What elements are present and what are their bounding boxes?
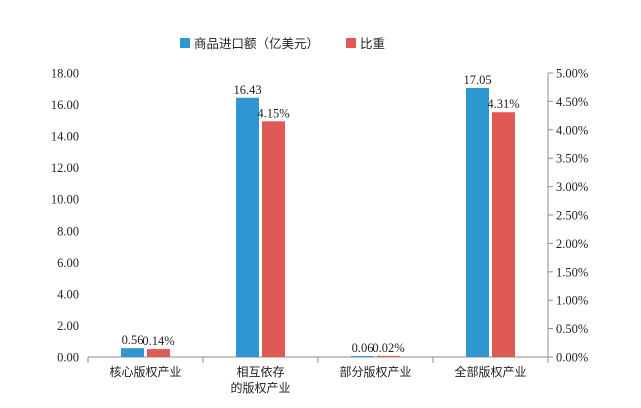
y-left-tick-label: 18.00	[51, 67, 79, 81]
bar-share	[262, 121, 285, 357]
data-label: 0.02%	[372, 341, 404, 355]
y-left-tick-label: 14.00	[51, 130, 79, 144]
legend-swatch	[346, 38, 356, 48]
y-right-tick-label: 2.50%	[556, 209, 588, 223]
y-left-tick-label: 0.00	[57, 351, 79, 365]
category-label: 部分版权产业	[339, 364, 411, 379]
data-label: 16.43	[233, 83, 261, 97]
y-right-tick-label: 0.50%	[556, 322, 588, 336]
y-left-tick-label: 2.00	[57, 319, 79, 333]
y-right-tick-label: 4.50%	[556, 95, 588, 109]
y-right-tick-label: 5.00%	[556, 67, 588, 81]
bar-share	[492, 112, 515, 357]
y-right-tick-label: 1.50%	[556, 265, 588, 279]
y-left-tick-label: 12.00	[51, 161, 79, 175]
category-label: 核心版权产业	[109, 365, 181, 379]
y-left-tick-label: 4.00	[57, 287, 79, 301]
y-left-tick-label: 6.00	[57, 256, 79, 270]
y-right-tick-label: 1.00%	[556, 294, 588, 308]
y-right-tick-label: 4.00%	[556, 123, 588, 137]
data-label: 0.14%	[142, 334, 174, 348]
y-right-tick-label: 3.00%	[556, 180, 588, 194]
bar-import	[236, 97, 259, 357]
legend-label: 比重	[360, 36, 385, 51]
legend-swatch	[180, 38, 190, 48]
data-label: 17.05	[463, 73, 491, 87]
bar-share	[147, 349, 170, 357]
bar-share	[377, 355, 400, 357]
category-label: 全部版权产业	[454, 364, 526, 379]
data-label: 0.06	[352, 341, 374, 355]
data-label: 0.56	[122, 333, 144, 347]
bar-import	[121, 348, 144, 357]
data-label: 4.15%	[257, 106, 289, 120]
y-left-tick-label: 16.00	[51, 98, 79, 112]
y-left-tick-label: 8.00	[57, 224, 79, 238]
y-right-tick-label: 2.00%	[556, 237, 588, 251]
y-left-tick-label: 10.00	[51, 193, 79, 207]
data-label: 4.31%	[487, 97, 519, 111]
bar-import	[466, 87, 489, 357]
bar-import	[351, 356, 374, 357]
y-right-tick-label: 0.00%	[556, 351, 588, 365]
category-label: 的版权产业	[230, 380, 290, 395]
legend-label: 商品进口额（亿美元）	[194, 36, 319, 51]
category-label: 相互依存	[236, 364, 284, 379]
y-right-tick-label: 3.50%	[556, 152, 588, 166]
